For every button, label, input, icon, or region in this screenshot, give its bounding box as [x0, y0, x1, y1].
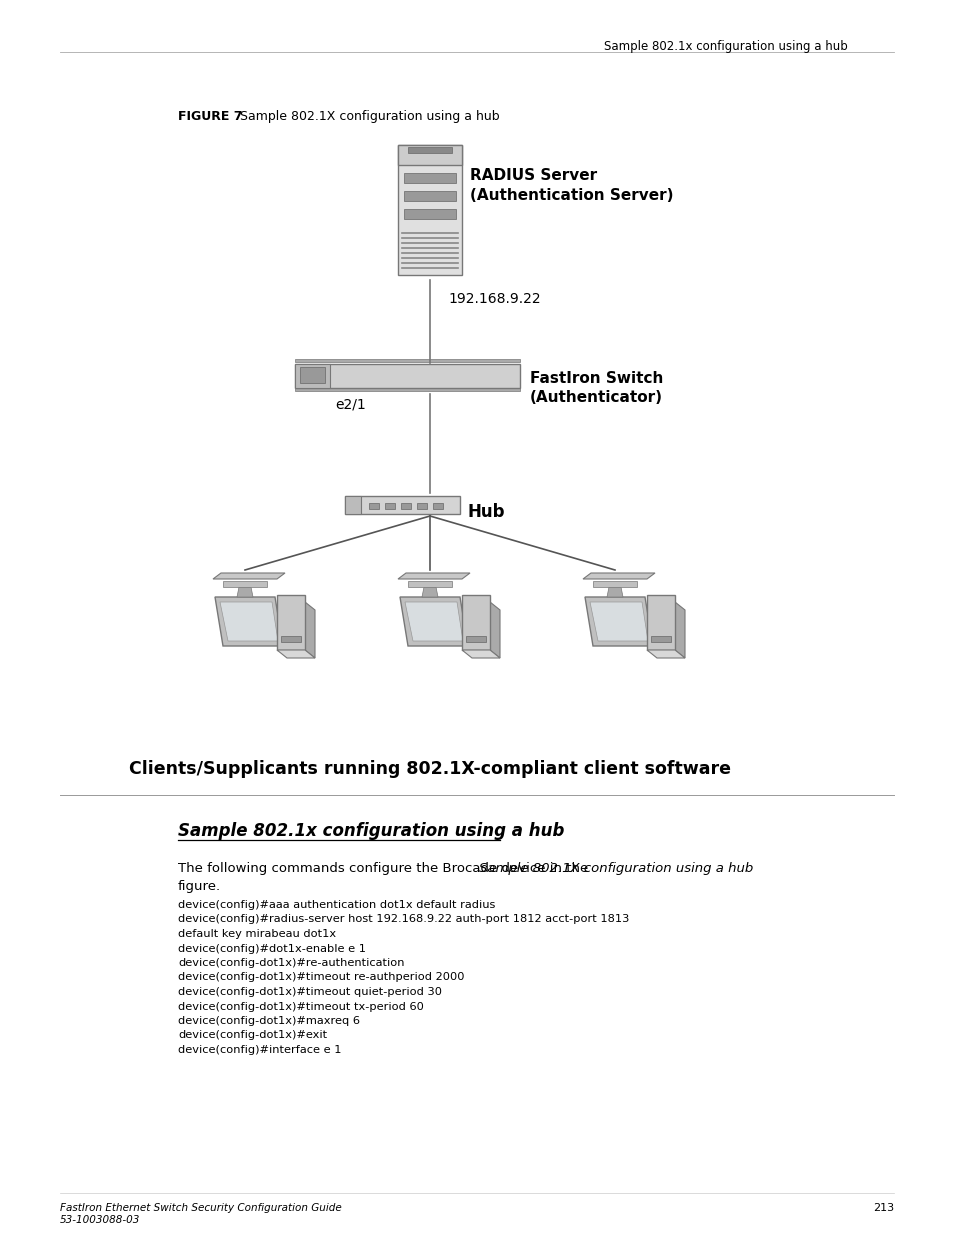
- Text: FastIron Ethernet Switch Security Configuration Guide: FastIron Ethernet Switch Security Config…: [60, 1203, 341, 1213]
- Bar: [408, 147, 452, 153]
- Text: 192.168.9.22: 192.168.9.22: [448, 291, 540, 306]
- Polygon shape: [589, 601, 647, 641]
- Text: device(config)#interface e 1: device(config)#interface e 1: [178, 1045, 341, 1055]
- Text: The following commands configure the Brocade device in the: The following commands configure the Bro…: [178, 862, 592, 876]
- Bar: [646, 595, 675, 650]
- Polygon shape: [220, 601, 277, 641]
- Text: device(config)#dot1x-enable e 1: device(config)#dot1x-enable e 1: [178, 944, 366, 953]
- Text: FIGURE 7: FIGURE 7: [178, 110, 242, 124]
- Bar: [593, 580, 637, 587]
- Text: Hub: Hub: [468, 503, 505, 521]
- Text: FastIron Switch: FastIron Switch: [530, 370, 662, 387]
- Text: Sample 802.1x configuration using a hub: Sample 802.1x configuration using a hub: [178, 823, 564, 840]
- Text: Sample 802.1X configuration using a hub: Sample 802.1X configuration using a hub: [478, 862, 752, 876]
- Bar: [461, 595, 490, 650]
- Polygon shape: [584, 597, 652, 646]
- Bar: [433, 503, 442, 509]
- Bar: [397, 144, 461, 275]
- Bar: [403, 173, 456, 183]
- Polygon shape: [421, 587, 437, 597]
- Bar: [403, 209, 456, 219]
- Polygon shape: [305, 601, 314, 658]
- Polygon shape: [461, 650, 499, 658]
- Polygon shape: [236, 587, 253, 597]
- Bar: [397, 144, 461, 165]
- Bar: [345, 496, 459, 514]
- Text: (Authenticator): (Authenticator): [530, 390, 662, 405]
- Bar: [400, 503, 411, 509]
- Bar: [408, 580, 452, 587]
- Polygon shape: [213, 573, 285, 579]
- Polygon shape: [397, 573, 470, 579]
- Bar: [299, 367, 325, 383]
- Bar: [369, 503, 378, 509]
- Bar: [385, 503, 395, 509]
- Bar: [416, 503, 427, 509]
- Text: device(config-dot1x)#timeout quiet-period 30: device(config-dot1x)#timeout quiet-perio…: [178, 987, 441, 997]
- Text: device(config-dot1x)#re-authentication: device(config-dot1x)#re-authentication: [178, 958, 404, 968]
- Text: device(config-dot1x)#timeout re-authperiod 2000: device(config-dot1x)#timeout re-authperi…: [178, 972, 464, 983]
- Polygon shape: [606, 587, 622, 597]
- Text: device(config)#radius-server host 192.168.9.22 auth-port 1812 acct-port 1813: device(config)#radius-server host 192.16…: [178, 914, 629, 925]
- Polygon shape: [399, 597, 468, 646]
- Bar: [403, 191, 456, 201]
- Text: e2/1: e2/1: [335, 396, 365, 411]
- Text: (Authentication Server): (Authentication Server): [470, 188, 673, 203]
- Polygon shape: [405, 601, 462, 641]
- Text: Clients/Supplicants running 802.1X-compliant client software: Clients/Supplicants running 802.1X-compl…: [129, 760, 730, 778]
- Text: figure.: figure.: [178, 881, 221, 893]
- Bar: [223, 580, 267, 587]
- Polygon shape: [276, 650, 314, 658]
- Bar: [650, 636, 670, 642]
- Text: 53-1003088-03: 53-1003088-03: [60, 1215, 140, 1225]
- Text: default key mirabeau dot1x: default key mirabeau dot1x: [178, 929, 335, 939]
- Bar: [465, 636, 485, 642]
- Bar: [294, 364, 330, 388]
- Text: RADIUS Server: RADIUS Server: [470, 168, 597, 183]
- Bar: [281, 636, 301, 642]
- Polygon shape: [582, 573, 655, 579]
- Polygon shape: [490, 601, 499, 658]
- Text: device(config-dot1x)#timeout tx-period 60: device(config-dot1x)#timeout tx-period 6…: [178, 1002, 423, 1011]
- Text: Sample 802.1X configuration using a hub: Sample 802.1X configuration using a hub: [235, 110, 499, 124]
- Bar: [276, 595, 305, 650]
- Text: device(config-dot1x)#maxreq 6: device(config-dot1x)#maxreq 6: [178, 1016, 359, 1026]
- Bar: [345, 496, 360, 514]
- Text: device(config)#aaa authentication dot1x default radius: device(config)#aaa authentication dot1x …: [178, 900, 495, 910]
- Bar: [294, 388, 519, 391]
- Polygon shape: [214, 597, 283, 646]
- Polygon shape: [675, 601, 684, 658]
- Text: 213: 213: [872, 1203, 893, 1213]
- Bar: [294, 359, 519, 362]
- Bar: [294, 364, 519, 388]
- Text: Sample 802.1x configuration using a hub: Sample 802.1x configuration using a hub: [603, 40, 847, 53]
- Polygon shape: [646, 650, 684, 658]
- Text: device(config-dot1x)#exit: device(config-dot1x)#exit: [178, 1030, 327, 1041]
